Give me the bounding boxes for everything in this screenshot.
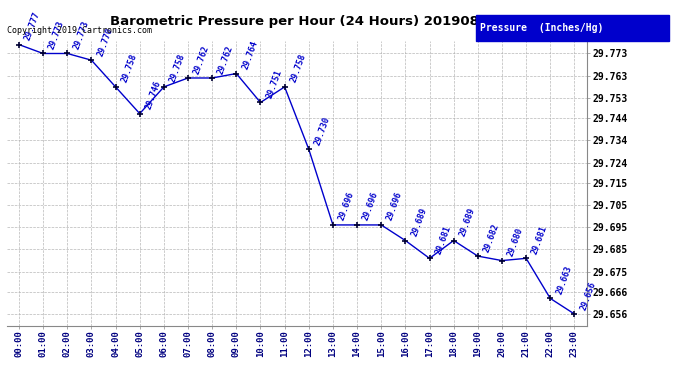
Text: 29.730: 29.730 bbox=[313, 115, 332, 147]
Text: 29.746: 29.746 bbox=[144, 80, 163, 111]
Text: 29.689: 29.689 bbox=[410, 207, 428, 238]
Text: 29.696: 29.696 bbox=[337, 191, 356, 222]
Text: Copyright 2019 Cartronics.com: Copyright 2019 Cartronics.com bbox=[7, 26, 152, 35]
Text: 29.764: 29.764 bbox=[241, 39, 259, 71]
Text: 29.770: 29.770 bbox=[96, 26, 115, 57]
Text: 29.777: 29.777 bbox=[23, 10, 42, 42]
Text: 29.773: 29.773 bbox=[72, 20, 90, 51]
Text: 29.682: 29.682 bbox=[482, 222, 501, 254]
Text: 29.663: 29.663 bbox=[555, 264, 573, 296]
Text: 29.681: 29.681 bbox=[434, 224, 453, 255]
Text: 29.689: 29.689 bbox=[458, 207, 477, 238]
Text: 29.656: 29.656 bbox=[579, 280, 598, 311]
Text: 29.681: 29.681 bbox=[531, 224, 549, 255]
Text: 29.758: 29.758 bbox=[289, 53, 308, 84]
Text: 29.696: 29.696 bbox=[386, 191, 404, 222]
Text: 29.680: 29.680 bbox=[506, 226, 525, 258]
Text: 29.762: 29.762 bbox=[193, 44, 211, 75]
Text: 29.773: 29.773 bbox=[48, 20, 66, 51]
Text: Barometric Pressure per Hour (24 Hours) 20190812: Barometric Pressure per Hour (24 Hours) … bbox=[110, 15, 497, 28]
Text: 29.758: 29.758 bbox=[168, 53, 187, 84]
Text: 29.751: 29.751 bbox=[265, 68, 284, 100]
Text: 29.762: 29.762 bbox=[217, 44, 235, 75]
Text: 29.758: 29.758 bbox=[120, 53, 139, 84]
Text: 29.696: 29.696 bbox=[362, 191, 380, 222]
Text: Pressure  (Inches/Hg): Pressure (Inches/Hg) bbox=[480, 23, 603, 33]
